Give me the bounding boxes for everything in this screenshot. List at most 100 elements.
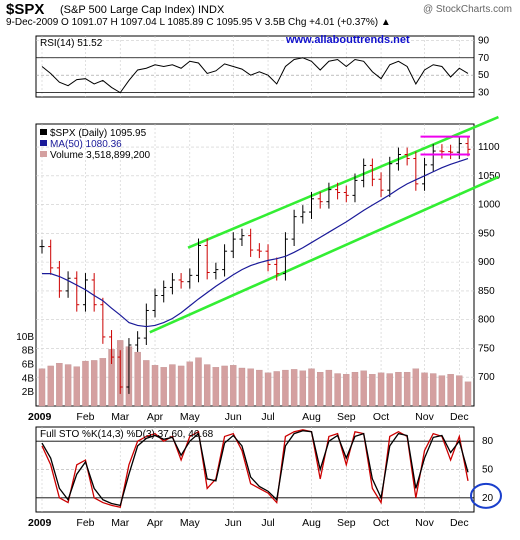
symbol-name: (S&P 500 Large Cap Index) INDX	[60, 4, 225, 16]
x-axis-label: 2009	[28, 411, 52, 423]
volume-bar	[230, 365, 237, 407]
x-axis-label: Feb	[76, 411, 94, 423]
volume-bar	[82, 360, 89, 407]
x-axis-label: Apr	[147, 411, 164, 423]
volume-tick-label: 10B	[16, 332, 34, 343]
volume-bar	[299, 370, 307, 407]
price-legend-swatch	[40, 129, 47, 135]
stochastic-d-line	[41, 430, 469, 507]
price-legend-label: $SPX (Daily) 1095.95	[50, 128, 147, 139]
x-axis-label: Sep	[337, 517, 356, 529]
volume-bar	[360, 370, 367, 407]
volume-tick-label: 2B	[22, 387, 35, 398]
volume-bar	[343, 374, 350, 407]
volume-bar	[334, 373, 341, 407]
x-axis-label: Jun	[225, 517, 242, 529]
x-axis-label: May	[180, 517, 201, 529]
stochastic-level-circle	[470, 482, 502, 509]
rsi-line	[41, 57, 469, 94]
stochastic-k-line	[41, 429, 469, 509]
volume-bar	[186, 361, 193, 407]
volume-bar	[386, 373, 393, 407]
volume-bar	[134, 351, 141, 407]
volume-bar	[151, 365, 159, 407]
price-tick-label: 850	[478, 286, 495, 297]
rsi-tick-label: 90	[478, 35, 490, 46]
volume-bar	[290, 369, 298, 407]
price-tick-label: 800	[478, 315, 495, 326]
volume-bar	[47, 365, 54, 407]
volume-bar	[64, 364, 72, 407]
x-axis-label: Jun	[225, 411, 242, 423]
volume-bar	[403, 371, 411, 407]
volume-bar	[447, 374, 454, 407]
price-tick-label: 900	[478, 257, 495, 268]
x-axis-label: 2009	[28, 517, 52, 529]
volume-bar	[203, 364, 211, 407]
x-axis-label: Jul	[261, 411, 274, 423]
volume-bar	[73, 366, 80, 407]
price-legend-swatch	[40, 140, 47, 146]
volume-bar	[90, 360, 98, 407]
price-tick-label: 1100	[478, 142, 500, 153]
volume-bar	[430, 373, 437, 407]
x-axis-label: Oct	[373, 517, 389, 529]
volume-bar	[212, 367, 220, 407]
x-axis-label: Nov	[415, 411, 434, 423]
volume-bar	[143, 360, 150, 407]
volume-bar	[56, 363, 63, 407]
volume-bar	[99, 358, 107, 407]
price-legend-label: Volume 3,518,899,200	[50, 150, 151, 161]
rsi-tick-label: 30	[478, 88, 490, 99]
site-url: www.allabouttrends.net	[286, 34, 410, 46]
volume-bar	[169, 364, 176, 407]
rsi-tick-label: 70	[478, 53, 490, 64]
volume-bar	[438, 375, 446, 407]
volume-bar	[369, 374, 376, 407]
volume-tick-label: 6B	[22, 360, 35, 371]
volume-bar	[264, 372, 272, 407]
volume-bar	[412, 368, 420, 407]
trend-channel-upper	[187, 115, 499, 249]
volume-tick-label: 4B	[22, 373, 35, 384]
price-legend-label: MA(50) 1080.36	[50, 139, 122, 150]
volume-bar	[282, 369, 289, 407]
x-axis-label: Sep	[337, 411, 356, 423]
x-axis-label: Feb	[76, 517, 94, 529]
price-tick-label: 1000	[478, 200, 501, 211]
volume-bar	[395, 371, 402, 407]
x-axis-label: Jul	[261, 517, 274, 529]
price-tick-label: 1050	[478, 171, 501, 182]
quote-line: 9-Dec-2009 O 1091.07 H 1097.04 L 1085.89…	[6, 17, 391, 28]
volume-bar	[421, 372, 428, 407]
volume-bar	[38, 368, 46, 407]
volume-bar	[456, 375, 463, 407]
stochastic-tick-label: 80	[482, 436, 494, 447]
volume-bar	[160, 367, 167, 407]
stochastic-tick-label: 20	[482, 493, 494, 504]
volume-tick-label: 8B	[22, 346, 35, 357]
x-axis-label: Dec	[450, 517, 469, 529]
x-axis-label: Mar	[111, 411, 130, 423]
volume-bar	[177, 365, 185, 407]
x-axis-label: May	[180, 411, 201, 423]
volume-bar	[195, 357, 202, 407]
px-panel-frame	[35, 123, 475, 407]
stochastic-tick-label: 50	[482, 465, 494, 476]
volume-bar	[317, 371, 324, 407]
trend-channel-lower	[149, 175, 499, 334]
volume-bar	[325, 369, 333, 407]
rsi-label: RSI(14) 51.52	[40, 38, 103, 49]
x-axis-label: Aug	[302, 411, 321, 423]
price-tick-label: 750	[478, 343, 495, 354]
volume-bar	[221, 365, 228, 407]
volume-bar	[273, 371, 280, 407]
symbol-title: $SPX	[6, 1, 45, 18]
volume-bar	[464, 381, 472, 407]
price-tick-label: 950	[478, 228, 495, 239]
stochastic-label: Full STO %K(14,3) %D(3) 37.60, 46.68	[40, 429, 214, 440]
volume-bar	[377, 372, 385, 407]
volume-bar	[256, 369, 263, 407]
volume-bar	[351, 371, 359, 407]
